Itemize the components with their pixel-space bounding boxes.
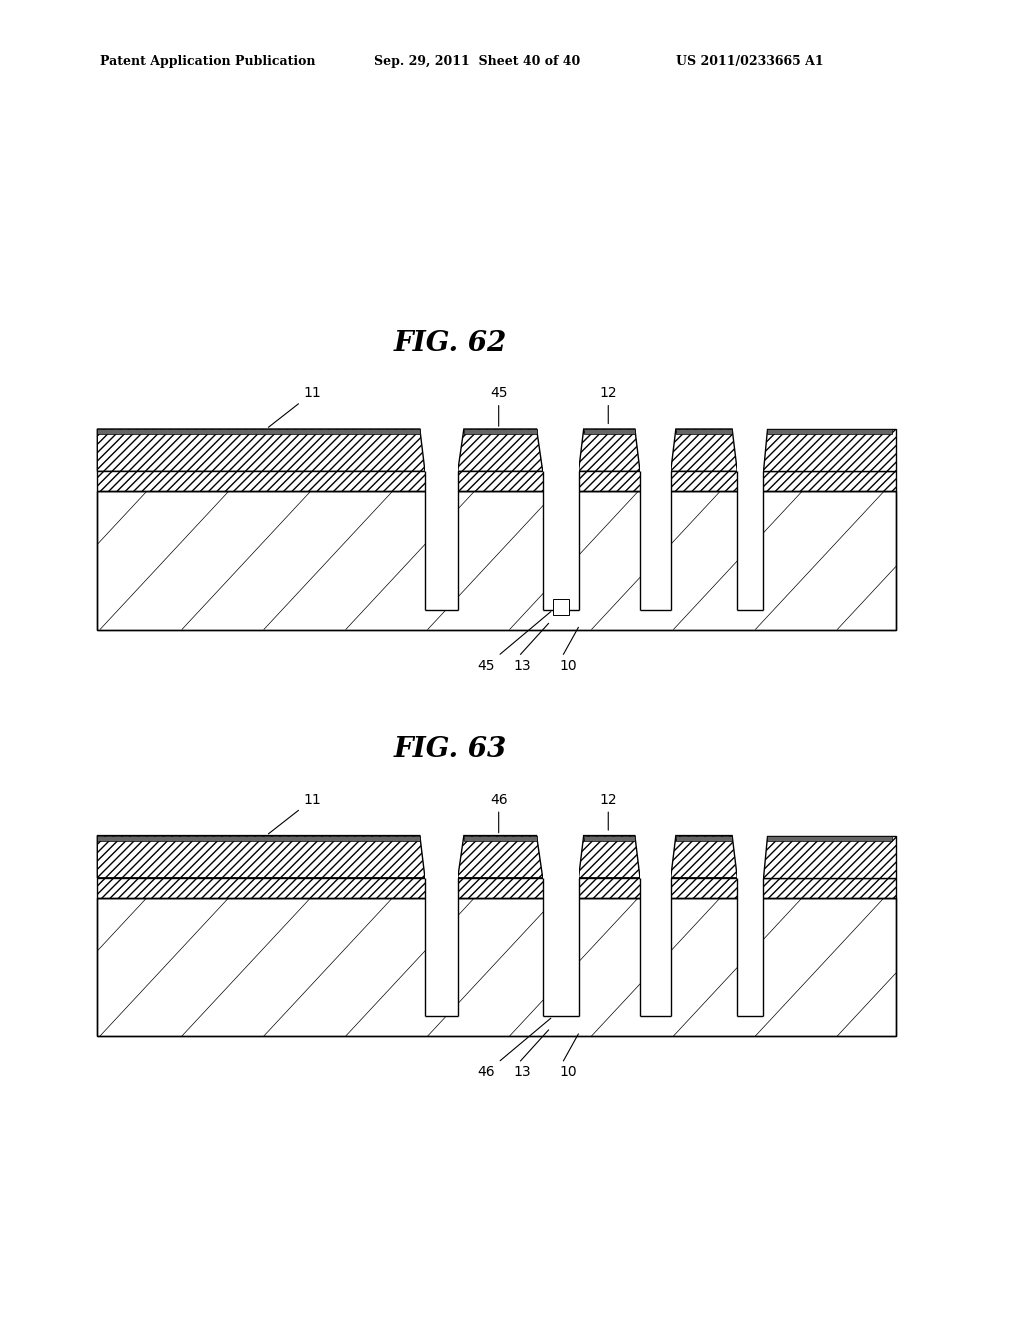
Bar bbox=[425, 878, 458, 1016]
Polygon shape bbox=[676, 429, 732, 434]
Bar bbox=[543, 878, 579, 1016]
Bar bbox=[737, 878, 763, 1016]
Text: 10: 10 bbox=[559, 1065, 578, 1080]
Text: Patent Application Publication: Patent Application Publication bbox=[100, 55, 315, 69]
Polygon shape bbox=[458, 429, 543, 471]
Text: 45: 45 bbox=[477, 611, 551, 673]
Bar bbox=[737, 471, 763, 610]
Text: 13: 13 bbox=[513, 1065, 531, 1080]
Bar bbox=[543, 471, 579, 610]
Polygon shape bbox=[464, 836, 537, 841]
Text: 12: 12 bbox=[599, 385, 617, 424]
Bar bbox=[97, 491, 896, 630]
Text: 11: 11 bbox=[268, 792, 322, 834]
Text: 46: 46 bbox=[477, 1018, 551, 1080]
Polygon shape bbox=[763, 429, 896, 471]
Bar bbox=[425, 471, 458, 610]
Text: FIG. 62: FIG. 62 bbox=[394, 330, 507, 356]
Bar bbox=[97, 898, 896, 1036]
Polygon shape bbox=[464, 429, 537, 434]
Polygon shape bbox=[458, 836, 543, 878]
Polygon shape bbox=[97, 836, 420, 841]
Polygon shape bbox=[671, 429, 737, 471]
Polygon shape bbox=[97, 429, 425, 471]
Text: 11: 11 bbox=[268, 385, 322, 428]
Bar bbox=[640, 878, 671, 1016]
Polygon shape bbox=[97, 836, 425, 878]
Text: 46: 46 bbox=[489, 792, 508, 833]
Polygon shape bbox=[763, 836, 896, 878]
Bar bbox=[640, 429, 671, 491]
Polygon shape bbox=[579, 429, 640, 471]
Polygon shape bbox=[676, 836, 732, 841]
Bar bbox=[737, 836, 763, 898]
Bar bbox=[640, 471, 671, 610]
Bar bbox=[425, 429, 458, 491]
Text: US 2011/0233665 A1: US 2011/0233665 A1 bbox=[676, 55, 823, 69]
Polygon shape bbox=[767, 836, 892, 841]
Text: 12: 12 bbox=[599, 792, 617, 830]
Text: 13: 13 bbox=[513, 659, 531, 673]
Bar bbox=[543, 429, 579, 491]
Polygon shape bbox=[584, 429, 635, 434]
Polygon shape bbox=[584, 836, 635, 841]
Bar bbox=[97, 878, 896, 898]
Polygon shape bbox=[671, 836, 737, 878]
Text: 45: 45 bbox=[489, 385, 508, 426]
Bar bbox=[737, 429, 763, 491]
Polygon shape bbox=[767, 429, 892, 434]
Bar bbox=[553, 599, 568, 615]
Polygon shape bbox=[579, 836, 640, 878]
Text: 10: 10 bbox=[559, 659, 578, 673]
Polygon shape bbox=[97, 429, 420, 434]
Text: FIG. 63: FIG. 63 bbox=[394, 737, 507, 763]
Bar bbox=[97, 471, 896, 491]
Bar bbox=[543, 836, 579, 898]
Bar bbox=[425, 836, 458, 898]
Bar bbox=[640, 836, 671, 898]
Text: Sep. 29, 2011  Sheet 40 of 40: Sep. 29, 2011 Sheet 40 of 40 bbox=[374, 55, 580, 69]
